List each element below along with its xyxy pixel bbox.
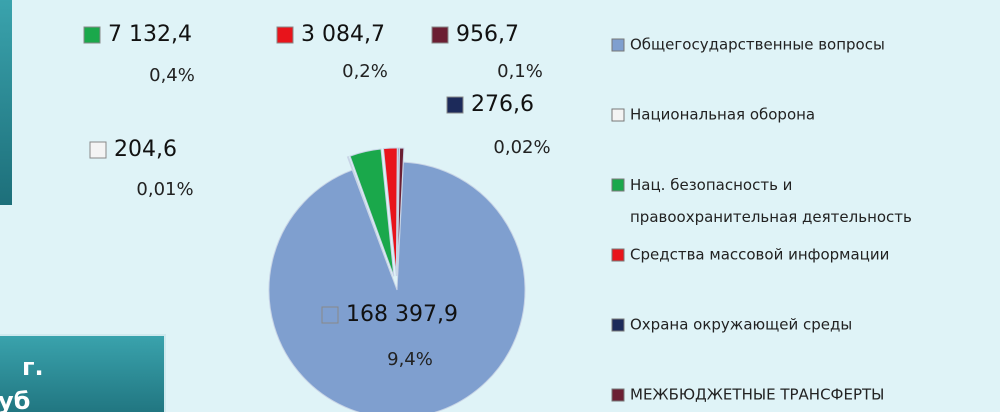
label-swatch <box>83 26 101 44</box>
pie-slice <box>382 147 398 277</box>
pie-slice <box>268 161 526 412</box>
legend-swatch <box>611 108 625 122</box>
percent-label: 0,2% <box>342 61 388 82</box>
fragment: г. <box>22 353 44 381</box>
pie-slice <box>396 147 405 277</box>
pie-slice <box>349 148 395 277</box>
legend-label: Средства массовой информации <box>630 246 889 264</box>
value-label: 276,6 <box>471 92 534 117</box>
percent-label: 0,1% <box>497 61 543 82</box>
value-label: 7 132,4 <box>108 22 192 47</box>
fragment: уб <box>0 387 30 412</box>
percent-label: 0,01% <box>136 179 193 200</box>
value-label: 3 084,7 <box>301 22 385 47</box>
value-label: 204,6 <box>114 137 177 162</box>
value-label: 168 397,9 <box>346 302 458 327</box>
legend-swatch <box>611 318 625 332</box>
legend-label: Общегосударственные вопросы <box>630 36 885 54</box>
label-swatch <box>276 26 294 44</box>
label-swatch <box>431 26 449 44</box>
percent-label: 9,4% <box>387 349 433 370</box>
percent-label: 0,02% <box>493 137 550 158</box>
label-swatch <box>89 141 107 159</box>
legend-swatch <box>611 38 625 52</box>
legend-label: Национальная оборона <box>630 106 815 124</box>
label-swatch <box>446 96 464 114</box>
legend-swatch <box>611 248 625 262</box>
bottom-panel <box>0 334 166 412</box>
percent-label: 0,4% <box>149 65 195 86</box>
legend-swatch <box>611 388 625 402</box>
pie-slice <box>346 155 393 278</box>
value-label: 956,7 <box>456 22 519 47</box>
legend-label: Охрана окружающей среды <box>630 316 852 334</box>
side-panel <box>0 0 12 205</box>
legend-label: Нац. безопасность и правоохранительная де… <box>630 176 912 226</box>
legend-label: МЕЖБЮДЖЕТНЫЕ ТРАНСФЕРТЫ <box>630 386 884 404</box>
label-swatch <box>321 306 339 324</box>
legend-swatch <box>611 178 625 192</box>
